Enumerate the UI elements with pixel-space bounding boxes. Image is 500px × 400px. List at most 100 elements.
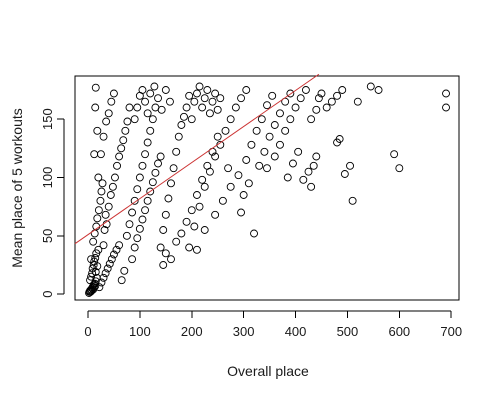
data-point [146,126,155,135]
data-point [346,161,354,170]
data-point [166,97,174,106]
data-point [138,86,147,94]
data-point [192,245,201,254]
data-point [143,138,152,147]
data-point [327,97,336,106]
data-point [195,202,204,211]
data-point [335,135,344,143]
data-point [281,126,290,135]
data-point [125,103,134,112]
data-point [133,234,142,243]
data-point [96,196,105,205]
data-point [135,173,144,182]
data-point [96,150,105,159]
data-point [99,241,108,250]
data-point [151,168,160,177]
data-point [123,117,132,126]
data-point [213,132,222,141]
data-point [226,182,235,191]
data-point [234,171,243,180]
data-point [190,222,199,231]
x-tick-label: 300 [233,324,255,339]
data-point [309,161,318,170]
data-point [250,229,258,238]
data-point [98,179,107,188]
data-point [167,179,175,188]
data-point [99,132,108,141]
data-point [195,82,204,91]
data-point [289,159,297,168]
data-point [100,226,109,234]
data-point [141,97,150,106]
data-point [242,156,251,164]
data-point [304,167,313,176]
data-point [141,150,150,159]
x-tick-label: 600 [388,324,410,339]
data-point [252,126,261,135]
y-tick-label: 150 [40,108,55,130]
data-point [366,82,375,91]
data-point [113,161,121,170]
data-point [88,269,97,278]
data-point [442,103,450,112]
data-point [198,103,207,112]
data-point [120,266,129,275]
data-point [296,94,305,103]
data-point [276,140,284,149]
data-point [103,264,112,273]
data-point [205,109,214,118]
x-tick-label: 100 [129,324,151,339]
data-point [174,132,183,141]
data-point [211,210,220,219]
data-point [99,273,108,282]
data-point [161,210,170,219]
data-point [104,109,113,118]
data-point [94,173,103,182]
data-point [224,164,233,173]
data-point [203,86,212,94]
data-point [226,115,235,124]
data-point [156,243,165,252]
data-point [312,152,321,161]
data-point [130,115,139,124]
data-point [187,115,196,124]
data-point [263,164,271,173]
data-point [154,94,162,103]
y-tick-label: 100 [40,167,55,189]
data-point [101,210,110,219]
data-point [106,191,115,199]
data-point [239,191,248,199]
data-points [85,82,450,297]
regression-line-layer [74,73,320,245]
data-point [307,182,316,191]
data-point [340,170,349,178]
data-point [161,249,170,258]
data-point [317,89,326,98]
data-point [90,283,99,292]
y-axis: 0 50 100 150 [40,108,65,298]
data-point [87,255,96,264]
data-point [167,255,175,264]
data-point [97,278,106,287]
data-point [119,136,128,145]
data-point [172,147,181,156]
data-point [109,89,118,98]
data-point [294,147,303,156]
data-point [89,237,98,246]
data-point [172,237,181,246]
data-point [148,178,157,187]
data-point [90,150,99,159]
data-point [221,126,230,135]
data-point [211,89,220,98]
data-point [107,255,116,264]
data-point [374,86,383,94]
data-point [104,202,113,211]
x-tick-label: 0 [84,324,91,339]
data-point [135,224,144,233]
data-point [208,97,217,106]
data-point [260,147,269,156]
data-point [94,245,103,254]
data-point [115,241,124,250]
data-point [148,115,157,124]
data-point [211,152,220,161]
